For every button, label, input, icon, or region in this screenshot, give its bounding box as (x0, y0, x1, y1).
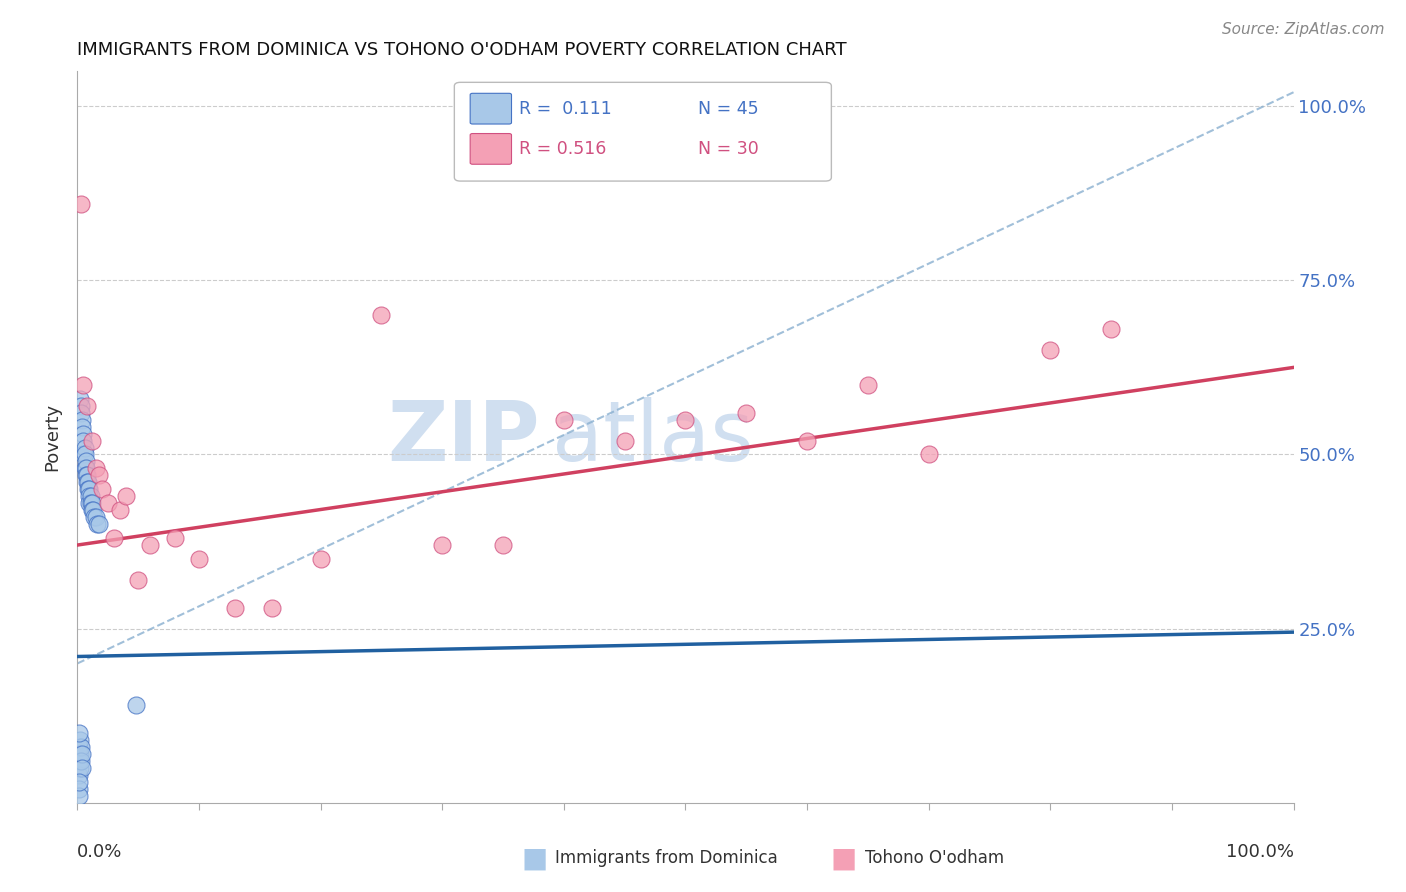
Point (77, 475, 100, 490)
Point (76, 399, 98, 413)
Point (72, 434, 94, 448)
Point (80, 496, 103, 510)
FancyBboxPatch shape (454, 82, 831, 181)
Point (67, 768, 90, 782)
Text: Tohono O'odham: Tohono O'odham (865, 849, 1004, 867)
Point (70, 740, 93, 755)
Point (79, 496, 101, 510)
Point (492, 538, 515, 552)
Point (83, 510, 105, 524)
Text: Source: ZipAtlas.com: Source: ZipAtlas.com (1222, 22, 1385, 37)
Point (918, 448, 941, 462)
Text: Immigrants from Dominica: Immigrants from Dominica (555, 849, 778, 867)
Text: 100.0%: 100.0% (1226, 843, 1294, 861)
Text: IMMIGRANTS FROM DOMINICA VS TOHONO O'ODHAM POVERTY CORRELATION CHART: IMMIGRANTS FROM DOMINICA VS TOHONO O'ODH… (77, 41, 846, 59)
Point (69, 747, 91, 761)
Point (67, 740, 90, 755)
Point (73, 461, 96, 475)
Point (79, 483, 101, 497)
Point (103, 531, 125, 545)
Text: 0.0%: 0.0% (77, 843, 122, 861)
Text: ■: ■ (522, 844, 547, 872)
Point (1099, 322, 1122, 336)
Point (70, 196, 93, 211)
Point (73, 441, 96, 455)
Text: N = 45: N = 45 (697, 100, 758, 118)
Point (90, 483, 112, 497)
Point (70, 419, 93, 434)
Point (260, 600, 283, 615)
Point (72, 377, 94, 392)
Point (69, 733, 91, 747)
Text: ■: ■ (831, 844, 856, 872)
Point (84, 510, 107, 524)
Point (70, 761, 93, 775)
Point (97, 496, 120, 510)
Point (70, 399, 93, 413)
FancyBboxPatch shape (470, 94, 512, 124)
Point (1039, 343, 1062, 357)
Point (76, 468, 98, 483)
Text: R =  0.111: R = 0.111 (519, 100, 612, 118)
Point (796, 434, 818, 448)
Point (70, 412, 93, 426)
Point (70, 406, 93, 420)
Point (69, 392, 91, 406)
Point (856, 377, 879, 392)
Point (80, 503, 103, 517)
Point (430, 538, 453, 552)
Point (75, 454, 97, 468)
Point (69, 761, 91, 775)
Point (613, 434, 636, 448)
Point (224, 600, 246, 615)
Point (73, 448, 96, 462)
Y-axis label: Poverty: Poverty (44, 403, 62, 471)
Point (82, 503, 104, 517)
Point (70, 747, 93, 761)
Point (108, 503, 131, 517)
Point (89, 468, 111, 483)
Point (115, 489, 138, 503)
Point (67, 754, 90, 768)
Point (67, 781, 90, 796)
Point (127, 573, 149, 587)
Point (75, 468, 97, 483)
Point (75, 461, 97, 475)
Text: N = 30: N = 30 (697, 140, 758, 158)
Point (72, 448, 94, 462)
Point (370, 308, 392, 322)
Point (67, 789, 90, 803)
Point (163, 531, 186, 545)
Point (188, 552, 211, 566)
Point (125, 698, 148, 713)
Point (80, 496, 103, 510)
Point (72, 426, 94, 441)
Point (67, 775, 90, 789)
Point (309, 552, 332, 566)
Text: ZIP: ZIP (387, 397, 540, 477)
Point (675, 412, 697, 426)
Point (70, 754, 93, 768)
Point (67, 726, 90, 740)
Point (84, 461, 107, 475)
Point (80, 489, 103, 503)
Point (77, 483, 100, 497)
Point (86, 517, 108, 532)
Point (735, 406, 758, 420)
Point (139, 538, 162, 552)
Point (553, 412, 575, 426)
Text: atlas: atlas (551, 397, 754, 477)
Point (79, 489, 101, 503)
Point (76, 475, 98, 490)
Point (80, 434, 103, 448)
FancyBboxPatch shape (470, 134, 512, 164)
Text: R = 0.516: R = 0.516 (519, 140, 606, 158)
Point (89, 517, 111, 532)
